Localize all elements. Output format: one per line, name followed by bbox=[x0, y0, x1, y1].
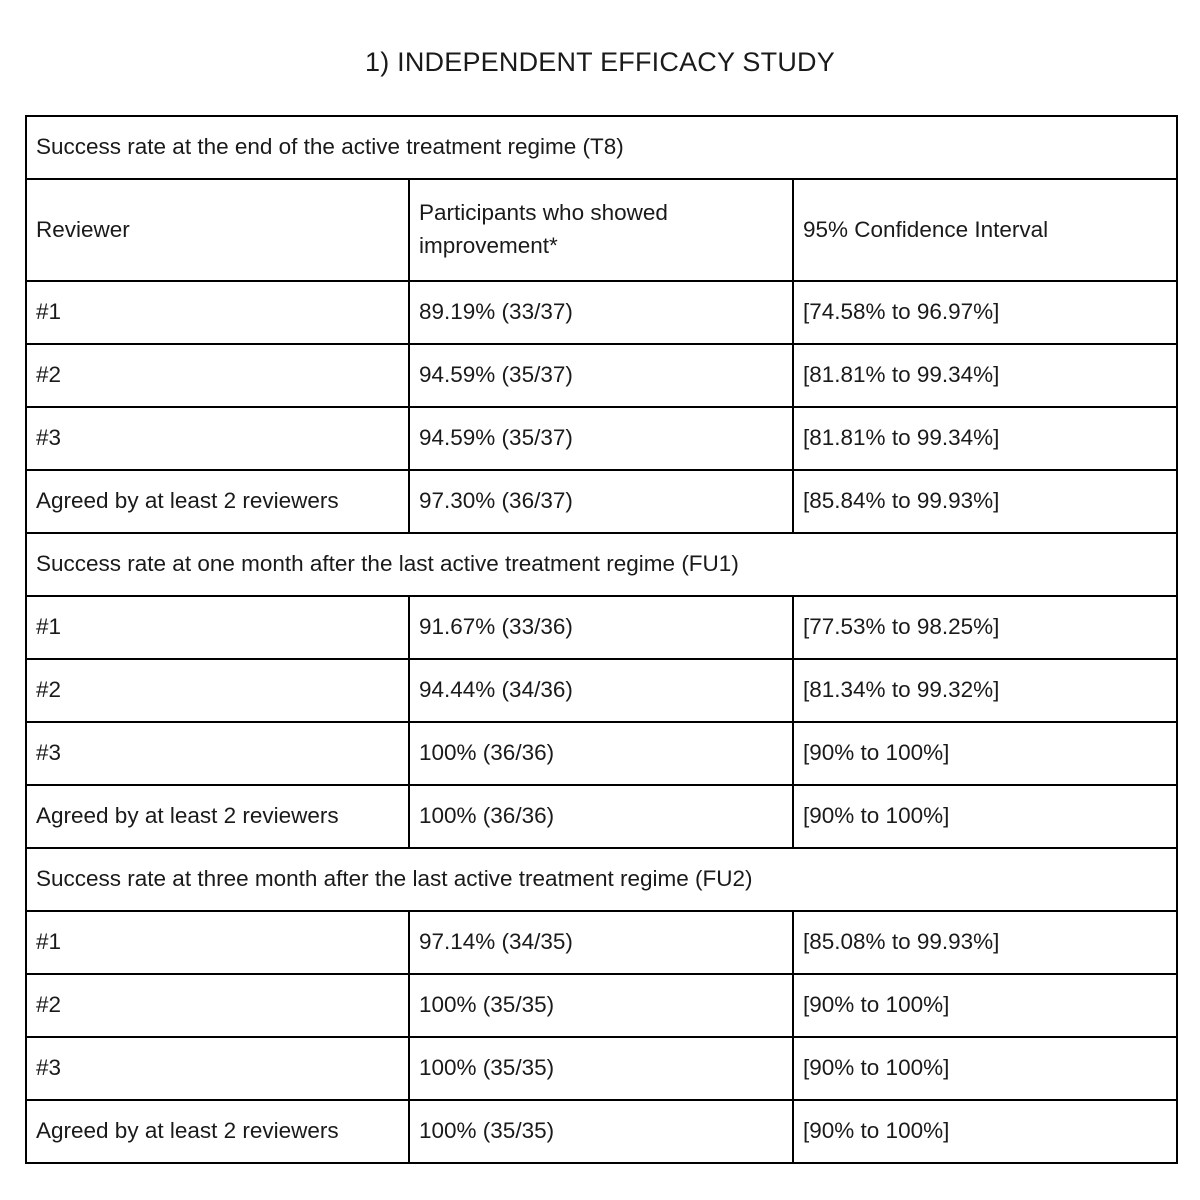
section-header-row: Success rate at one month after the last… bbox=[24, 532, 1179, 597]
column-header-cell: 95% Confidence Interval bbox=[791, 178, 1179, 282]
table-row: #3 100% (36/36) [90% to 100%] bbox=[25, 721, 1179, 786]
reviewer-cell: #2 bbox=[25, 343, 410, 408]
table-row: Agreed by at least 2 reviewers 100% (35/3… bbox=[25, 1099, 1179, 1164]
reviewer-cell: #3 bbox=[25, 406, 410, 471]
reviewer-cell: #2 bbox=[25, 658, 410, 723]
table-row: #2 94.44% (34/36) [81.34% to 99.32%] bbox=[25, 658, 1179, 723]
reviewer-cell: #2 bbox=[25, 973, 410, 1038]
table-row: #3 100% (35/35) [90% to 100%] bbox=[25, 1036, 1179, 1101]
improvement-cell: 97.14% (34/35) bbox=[408, 910, 794, 975]
improvement-cell: 100% (35/35) bbox=[408, 973, 794, 1038]
table-row: Agreed by at least 2 reviewers 97.30% (36… bbox=[25, 469, 1179, 534]
column-header-cell: Participants who showed improvement* bbox=[408, 178, 794, 282]
reviewer-cell: #1 bbox=[25, 910, 410, 975]
improvement-cell: 97.30% (36/37) bbox=[408, 469, 794, 534]
confidence-interval-cell: [85.84% to 99.93%] bbox=[791, 469, 1179, 534]
improvement-cell: 91.67% (33/36) bbox=[408, 595, 794, 660]
improvement-cell: 100% (36/36) bbox=[408, 784, 794, 849]
improvement-cell: 94.59% (35/37) bbox=[408, 406, 794, 471]
reviewer-cell: #3 bbox=[25, 721, 410, 786]
section-header-cell: Success rate at one month after the last… bbox=[24, 532, 1179, 597]
section-header-cell: Success rate at three month after the la… bbox=[24, 847, 1179, 912]
reviewer-cell: #1 bbox=[25, 595, 410, 660]
efficacy-study-table: Success rate at the end of the active tr… bbox=[24, 115, 1179, 1164]
confidence-interval-cell: [77.53% to 98.25%] bbox=[791, 595, 1179, 660]
improvement-cell: 100% (35/35) bbox=[408, 1036, 794, 1101]
reviewer-cell: Agreed by at least 2 reviewers bbox=[25, 1099, 410, 1164]
confidence-interval-cell: [90% to 100%] bbox=[791, 721, 1179, 786]
confidence-interval-cell: [90% to 100%] bbox=[791, 1099, 1179, 1164]
table-row: #2 94.59% (35/37) [81.81% to 99.34%] bbox=[25, 343, 1179, 408]
table-row: #1 89.19% (33/37) [74.58% to 96.97%] bbox=[25, 280, 1179, 345]
improvement-cell: 100% (36/36) bbox=[408, 721, 794, 786]
section-header-cell: Success rate at the end of the active tr… bbox=[24, 115, 1179, 180]
confidence-interval-cell: [90% to 100%] bbox=[791, 973, 1179, 1038]
confidence-interval-cell: [81.81% to 99.34%] bbox=[791, 406, 1179, 471]
table-row: #1 91.67% (33/36) [77.53% to 98.25%] bbox=[25, 595, 1179, 660]
page-title: 1) INDEPENDENT EFFICACY STUDY bbox=[365, 47, 835, 77]
improvement-cell: 100% (35/35) bbox=[408, 1099, 794, 1164]
reviewer-cell: Agreed by at least 2 reviewers bbox=[25, 784, 410, 849]
confidence-interval-cell: [90% to 100%] bbox=[791, 1036, 1179, 1101]
column-header-row: Reviewer Participants who showed improvem… bbox=[25, 178, 1179, 282]
efficacy-study-table-body: Success rate at the end of the active tr… bbox=[24, 115, 1179, 1164]
confidence-interval-cell: [90% to 100%] bbox=[791, 784, 1179, 849]
confidence-interval-cell: [74.58% to 96.97%] bbox=[791, 280, 1179, 345]
reviewer-cell: #3 bbox=[25, 1036, 410, 1101]
confidence-interval-cell: [85.08% to 99.93%] bbox=[791, 910, 1179, 975]
reviewer-cell: Agreed by at least 2 reviewers bbox=[25, 469, 410, 534]
section-header-row: Success rate at the end of the active tr… bbox=[24, 115, 1179, 180]
table-row: #1 97.14% (34/35) [85.08% to 99.93%] bbox=[25, 910, 1179, 975]
column-header-cell: Reviewer bbox=[25, 178, 410, 282]
improvement-cell: 94.59% (35/37) bbox=[408, 343, 794, 408]
reviewer-cell: #1 bbox=[25, 280, 410, 345]
confidence-interval-cell: [81.34% to 99.32%] bbox=[791, 658, 1179, 723]
section-header-row: Success rate at three month after the la… bbox=[24, 847, 1179, 912]
table-row: #3 94.59% (35/37) [81.81% to 99.34%] bbox=[25, 406, 1179, 471]
table-row: #2 100% (35/35) [90% to 100%] bbox=[25, 973, 1179, 1038]
confidence-interval-cell: [81.81% to 99.34%] bbox=[791, 343, 1179, 408]
improvement-cell: 89.19% (33/37) bbox=[408, 280, 794, 345]
improvement-cell: 94.44% (34/36) bbox=[408, 658, 794, 723]
table-row: Agreed by at least 2 reviewers 100% (36/3… bbox=[25, 784, 1179, 849]
